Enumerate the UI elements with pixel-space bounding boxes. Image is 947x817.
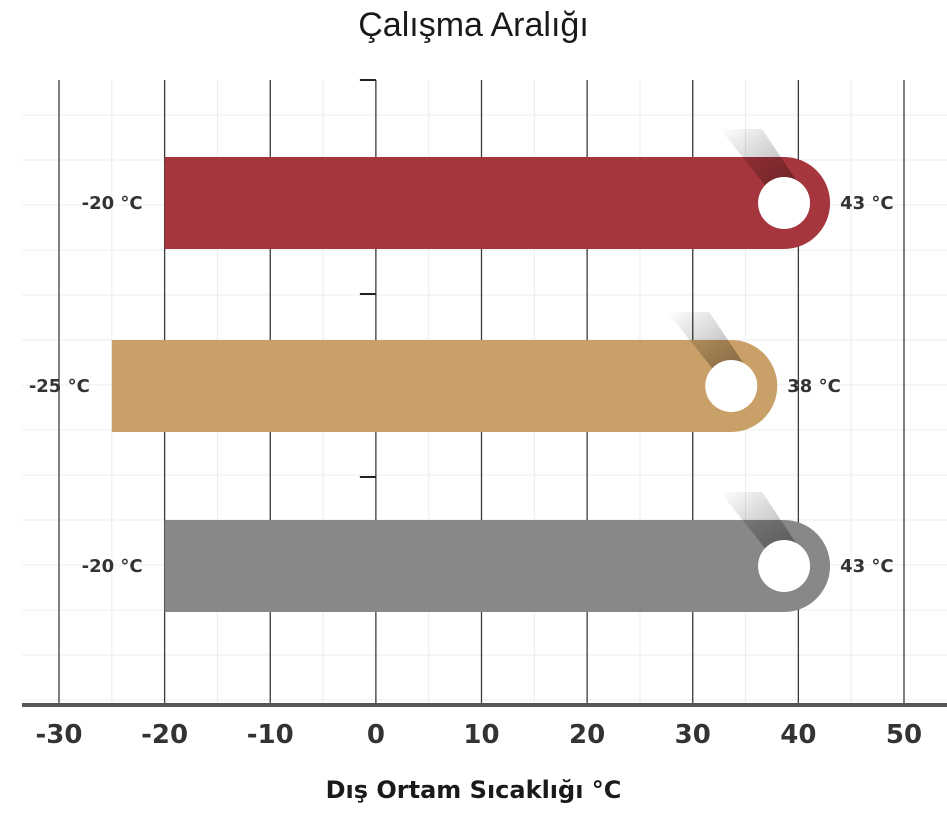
range-bar-group: -20 °C 43 °C — [82, 129, 894, 249]
x-tick-label: 20 — [569, 720, 605, 750]
x-tick-label: -30 — [36, 720, 83, 750]
x-axis: -30 -20 -10 0 10 20 30 40 50 — [22, 703, 947, 750]
bars: -20 °C 43 °C -25 °C 38 °C -20 °C 43 °C — [29, 129, 894, 612]
range-bar — [164, 520, 831, 612]
x-tick-label: 30 — [675, 720, 711, 750]
range-bar-group: -25 °C 38 °C — [29, 312, 841, 432]
bar-end-knob — [758, 177, 811, 229]
x-axis-label: Dış Ortam Sıcaklığı °C — [325, 776, 622, 804]
chart-title: Çalışma Aralığı — [358, 6, 589, 44]
x-tick-label: 50 — [886, 720, 922, 750]
x-tick-label: -10 — [247, 720, 294, 750]
x-tick-label: 0 — [367, 720, 385, 750]
x-tick-label: 40 — [780, 720, 816, 750]
bar-shadow — [720, 129, 803, 189]
bar-end-knob — [758, 540, 811, 592]
x-tick-label: -20 — [141, 720, 188, 750]
min-value-label: -25 °C — [29, 376, 90, 397]
bar-shadow — [720, 492, 803, 552]
x-tick-label: 10 — [463, 720, 499, 750]
max-value-label: 38 °C — [787, 376, 841, 397]
bar-shadow — [667, 312, 750, 372]
min-value-label: -20 °C — [82, 193, 143, 214]
min-value-label: -20 °C — [82, 556, 143, 577]
range-bar — [164, 157, 831, 249]
max-value-label: 43 °C — [840, 193, 894, 214]
range-bar-group: -20 °C 43 °C — [82, 492, 894, 612]
bar-end-knob — [705, 360, 758, 412]
range-bar — [111, 340, 778, 432]
max-value-label: 43 °C — [840, 556, 894, 577]
